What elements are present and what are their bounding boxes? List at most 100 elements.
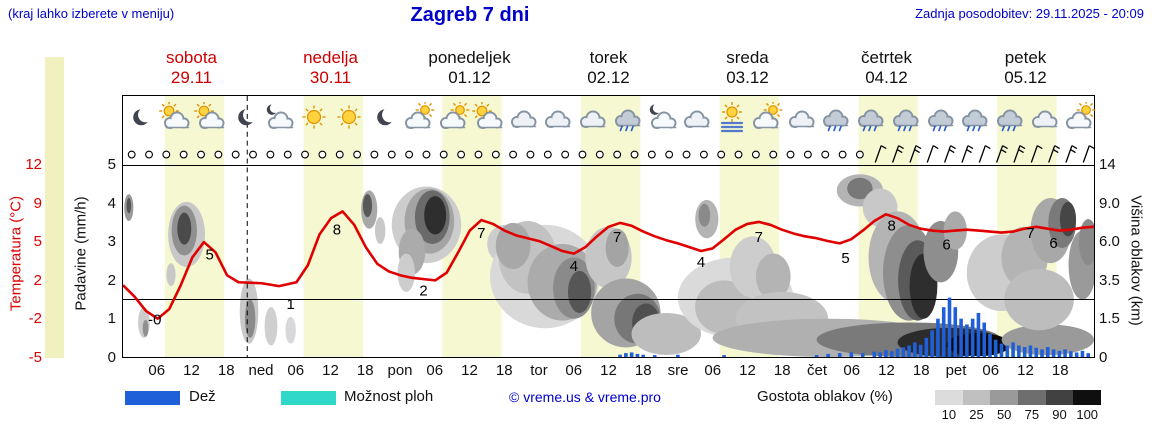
gradient-segment <box>990 390 1019 405</box>
temp-tick: -2 <box>28 310 42 328</box>
weather-icon-cloud <box>1027 102 1061 134</box>
gradient-segment <box>962 390 991 405</box>
svg-text:6: 6 <box>1049 235 1057 252</box>
svg-text:5: 5 <box>841 250 849 267</box>
weather-icon-cloud-rain <box>957 102 991 134</box>
weather-icon-cloud <box>784 102 818 134</box>
svg-text:-0: -0 <box>148 311 161 328</box>
precip-tick: 4 <box>107 194 116 212</box>
x-tick: pet <box>945 362 967 379</box>
x-tick: 12 <box>461 362 478 379</box>
rain-legend-label: Dež <box>189 388 216 405</box>
svg-text:4: 4 <box>697 254 705 271</box>
gradient-segment <box>1045 390 1074 405</box>
x-tick: 18 <box>634 362 652 379</box>
gradient-tick: 100 <box>1076 407 1099 422</box>
day-name: torek <box>589 48 628 67</box>
precip-axis-title: Padavine (mm/h) <box>72 196 90 311</box>
day-date: 02.12 <box>587 68 630 87</box>
cloud-density-gradient <box>935 390 1102 405</box>
weather-icon-moon <box>228 102 262 134</box>
weather-icon-cloud-sun <box>1062 100 1096 134</box>
cloudh-tick: 1.5 <box>1099 310 1120 328</box>
svg-text:7: 7 <box>477 225 485 242</box>
x-tick: 12 <box>1017 362 1034 379</box>
day-name: petek <box>1004 48 1047 67</box>
svg-text:8: 8 <box>333 221 341 238</box>
day-label: torek 02.12 <box>539 48 678 88</box>
day-label: četrtek 04.12 <box>817 48 956 88</box>
menu-hint: (kraj lahko izberete v meniju) <box>8 6 175 21</box>
cloudh-tick: 14 <box>1099 156 1116 173</box>
cloud-axis-title: Višina oblakov (km) <box>1127 195 1145 326</box>
cloud-density-label: Gostota oblakov (%) <box>757 388 893 405</box>
day-label: ponedeljek 01.12 <box>400 48 539 88</box>
day-date: 29.11 <box>170 68 213 87</box>
weather-icon-cloud-rain <box>888 102 922 134</box>
credit-link[interactable]: © vreme.us & vreme.pro <box>509 389 661 405</box>
cloudh-tick: 0 <box>1099 349 1108 366</box>
precip-tick: 0 <box>107 349 116 366</box>
weather-icon-cloud-rain <box>818 102 852 134</box>
x-tick: sre <box>667 362 689 379</box>
x-tick: 12 <box>878 362 895 379</box>
x-tick: 18 <box>495 362 513 379</box>
gradient-segment <box>935 390 963 405</box>
gradient-tick: 10 <box>941 407 957 422</box>
temp-tick: 12 <box>25 156 42 173</box>
temp-tick: 9 <box>33 194 42 212</box>
x-tick: 06 <box>287 362 305 379</box>
temperature-curve <box>123 210 1094 320</box>
day-label: nedelja 30.11 <box>261 48 400 88</box>
weather-icon-cloud-sun <box>401 100 435 134</box>
x-tick: čet <box>806 362 827 379</box>
x-tick: ned <box>248 362 274 379</box>
weather-icon-cloud-sun <box>749 100 783 134</box>
x-tick: tor <box>530 362 548 379</box>
x-tick: 12 <box>600 362 617 379</box>
cloudh-tick: 6.0 <box>1099 233 1120 251</box>
cloud-cover-symbols <box>127 145 1094 163</box>
weather-icon-cloud-sun <box>436 100 470 134</box>
day-date: 01.12 <box>448 68 491 87</box>
x-tick: 06 <box>565 362 583 379</box>
weather-icon-cloud <box>575 102 609 134</box>
gradient-tick: 50 <box>996 407 1012 422</box>
day-date: 04.12 <box>865 68 908 87</box>
svg-text:4: 4 <box>570 258 578 275</box>
page-title: Zagreb 7 dni <box>410 4 530 26</box>
weather-icon-cloud <box>679 102 713 134</box>
temp-tick: 5 <box>33 233 42 251</box>
x-tick: 18 <box>356 362 374 379</box>
x-tick: 18 <box>912 362 930 379</box>
weather-icon-cloud <box>540 102 574 134</box>
precip-tick: 1 <box>107 310 116 328</box>
weather-icon-cloud-rain <box>992 102 1026 134</box>
day-name: četrtek <box>860 48 913 67</box>
precip-tick: 2 <box>107 271 116 289</box>
day-date: 05.12 <box>1004 68 1047 87</box>
cloudh-tick: 3.5 <box>1099 271 1120 289</box>
svg-text:2: 2 <box>419 283 427 300</box>
day-name: nedelja <box>303 48 358 67</box>
meteogram-plot: -0 5 1 8 2 7 4 7 4 7 5 8 6 7 6 <box>122 95 1096 358</box>
weather-icon-cloud-rain <box>610 102 644 134</box>
x-tick: 12 <box>739 362 756 379</box>
weather-icon-moon <box>123 102 157 134</box>
day-name: ponedeljek <box>428 48 511 67</box>
x-tick: 18 <box>1051 362 1069 379</box>
x-tick: 18 <box>217 362 235 379</box>
gradient-tick: 90 <box>1052 407 1067 422</box>
x-tick: 06 <box>704 362 722 379</box>
svg-text:1: 1 <box>286 296 294 313</box>
svg-text:8: 8 <box>888 218 896 235</box>
weather-icon-sun-cloud <box>158 101 192 134</box>
cloud-density-ticks: 10 25 50 75 90 100 <box>935 407 1101 422</box>
x-tick: 18 <box>773 362 791 379</box>
day-date: 03.12 <box>726 68 769 87</box>
x-tick: 06 <box>843 362 861 379</box>
precip-tick: 3 <box>107 233 116 251</box>
